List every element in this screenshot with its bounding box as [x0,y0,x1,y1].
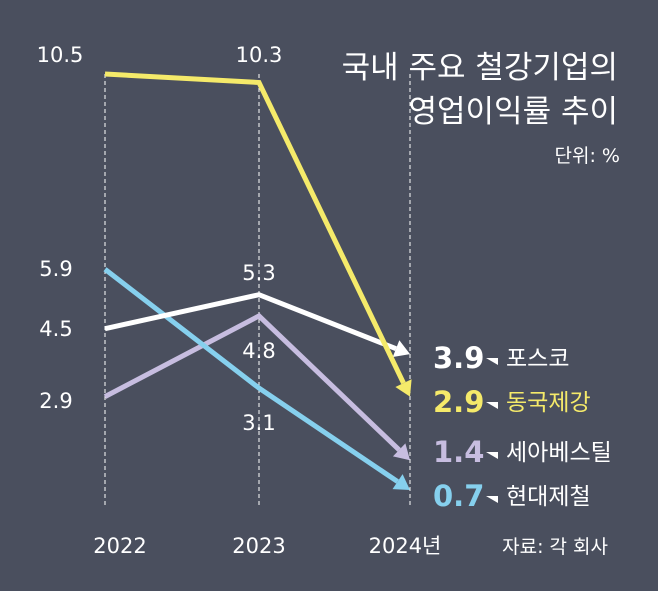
series-lines [103,71,412,490]
source-label: 자료: 각 회사 [502,536,608,558]
series-line-3 [103,267,399,484]
pointer-left-icon [486,358,498,365]
x-tick-label: 2024년 [369,534,442,558]
chart-title-line2: 영업이익률 추이 [409,94,619,130]
end-value-label: 1.4 [433,435,484,469]
end-value-label: 3.9 [433,341,484,375]
x-ticks: 2022 2023 2024년 [93,534,441,558]
chart-title-line1: 국내 주요 철강기업의 [342,50,618,86]
series-line-0 [104,71,406,385]
pointer-left-icon [486,496,498,503]
value-labels: 10.5 10.3 4.5 5.3 2.9 4.8 5.9 3.1 [37,43,283,435]
data-label: 5.9 [39,257,72,281]
end-value-label: 2.9 [433,385,484,419]
series-arrowhead-2 [392,443,410,461]
series-arrowhead-1 [392,340,410,358]
end-value-label: 0.7 [433,479,484,513]
x-tick-label: 2022 [93,534,146,558]
grid [104,74,411,505]
data-label: 2.9 [39,389,72,413]
data-label: 5.3 [242,261,275,285]
series-name-label: 세아베스틸 [506,440,612,466]
data-label: 4.8 [242,339,275,363]
pointer-left-icon [486,402,498,409]
unit-label: 단위: % [555,145,620,167]
series-name-label: 동국제강 [506,390,591,416]
series-line-2 [103,312,401,452]
data-label: 3.1 [242,411,275,435]
series-arrowhead-0 [395,379,412,397]
data-label: 10.5 [37,43,84,67]
data-label: 10.3 [236,43,283,67]
series-name-label: 포스코 [506,346,569,372]
data-label: 4.5 [39,317,72,341]
series-name-label: 현대제철 [506,484,591,510]
series-line-1 [104,292,397,351]
x-tick-label: 2023 [232,534,285,558]
end-legend: 3.9 포스코 2.9 동국제강 1.4 세아베스틸 0.7 현대제철 [433,341,612,513]
pointer-left-icon [486,452,498,459]
series-arrowhead-3 [392,474,410,490]
